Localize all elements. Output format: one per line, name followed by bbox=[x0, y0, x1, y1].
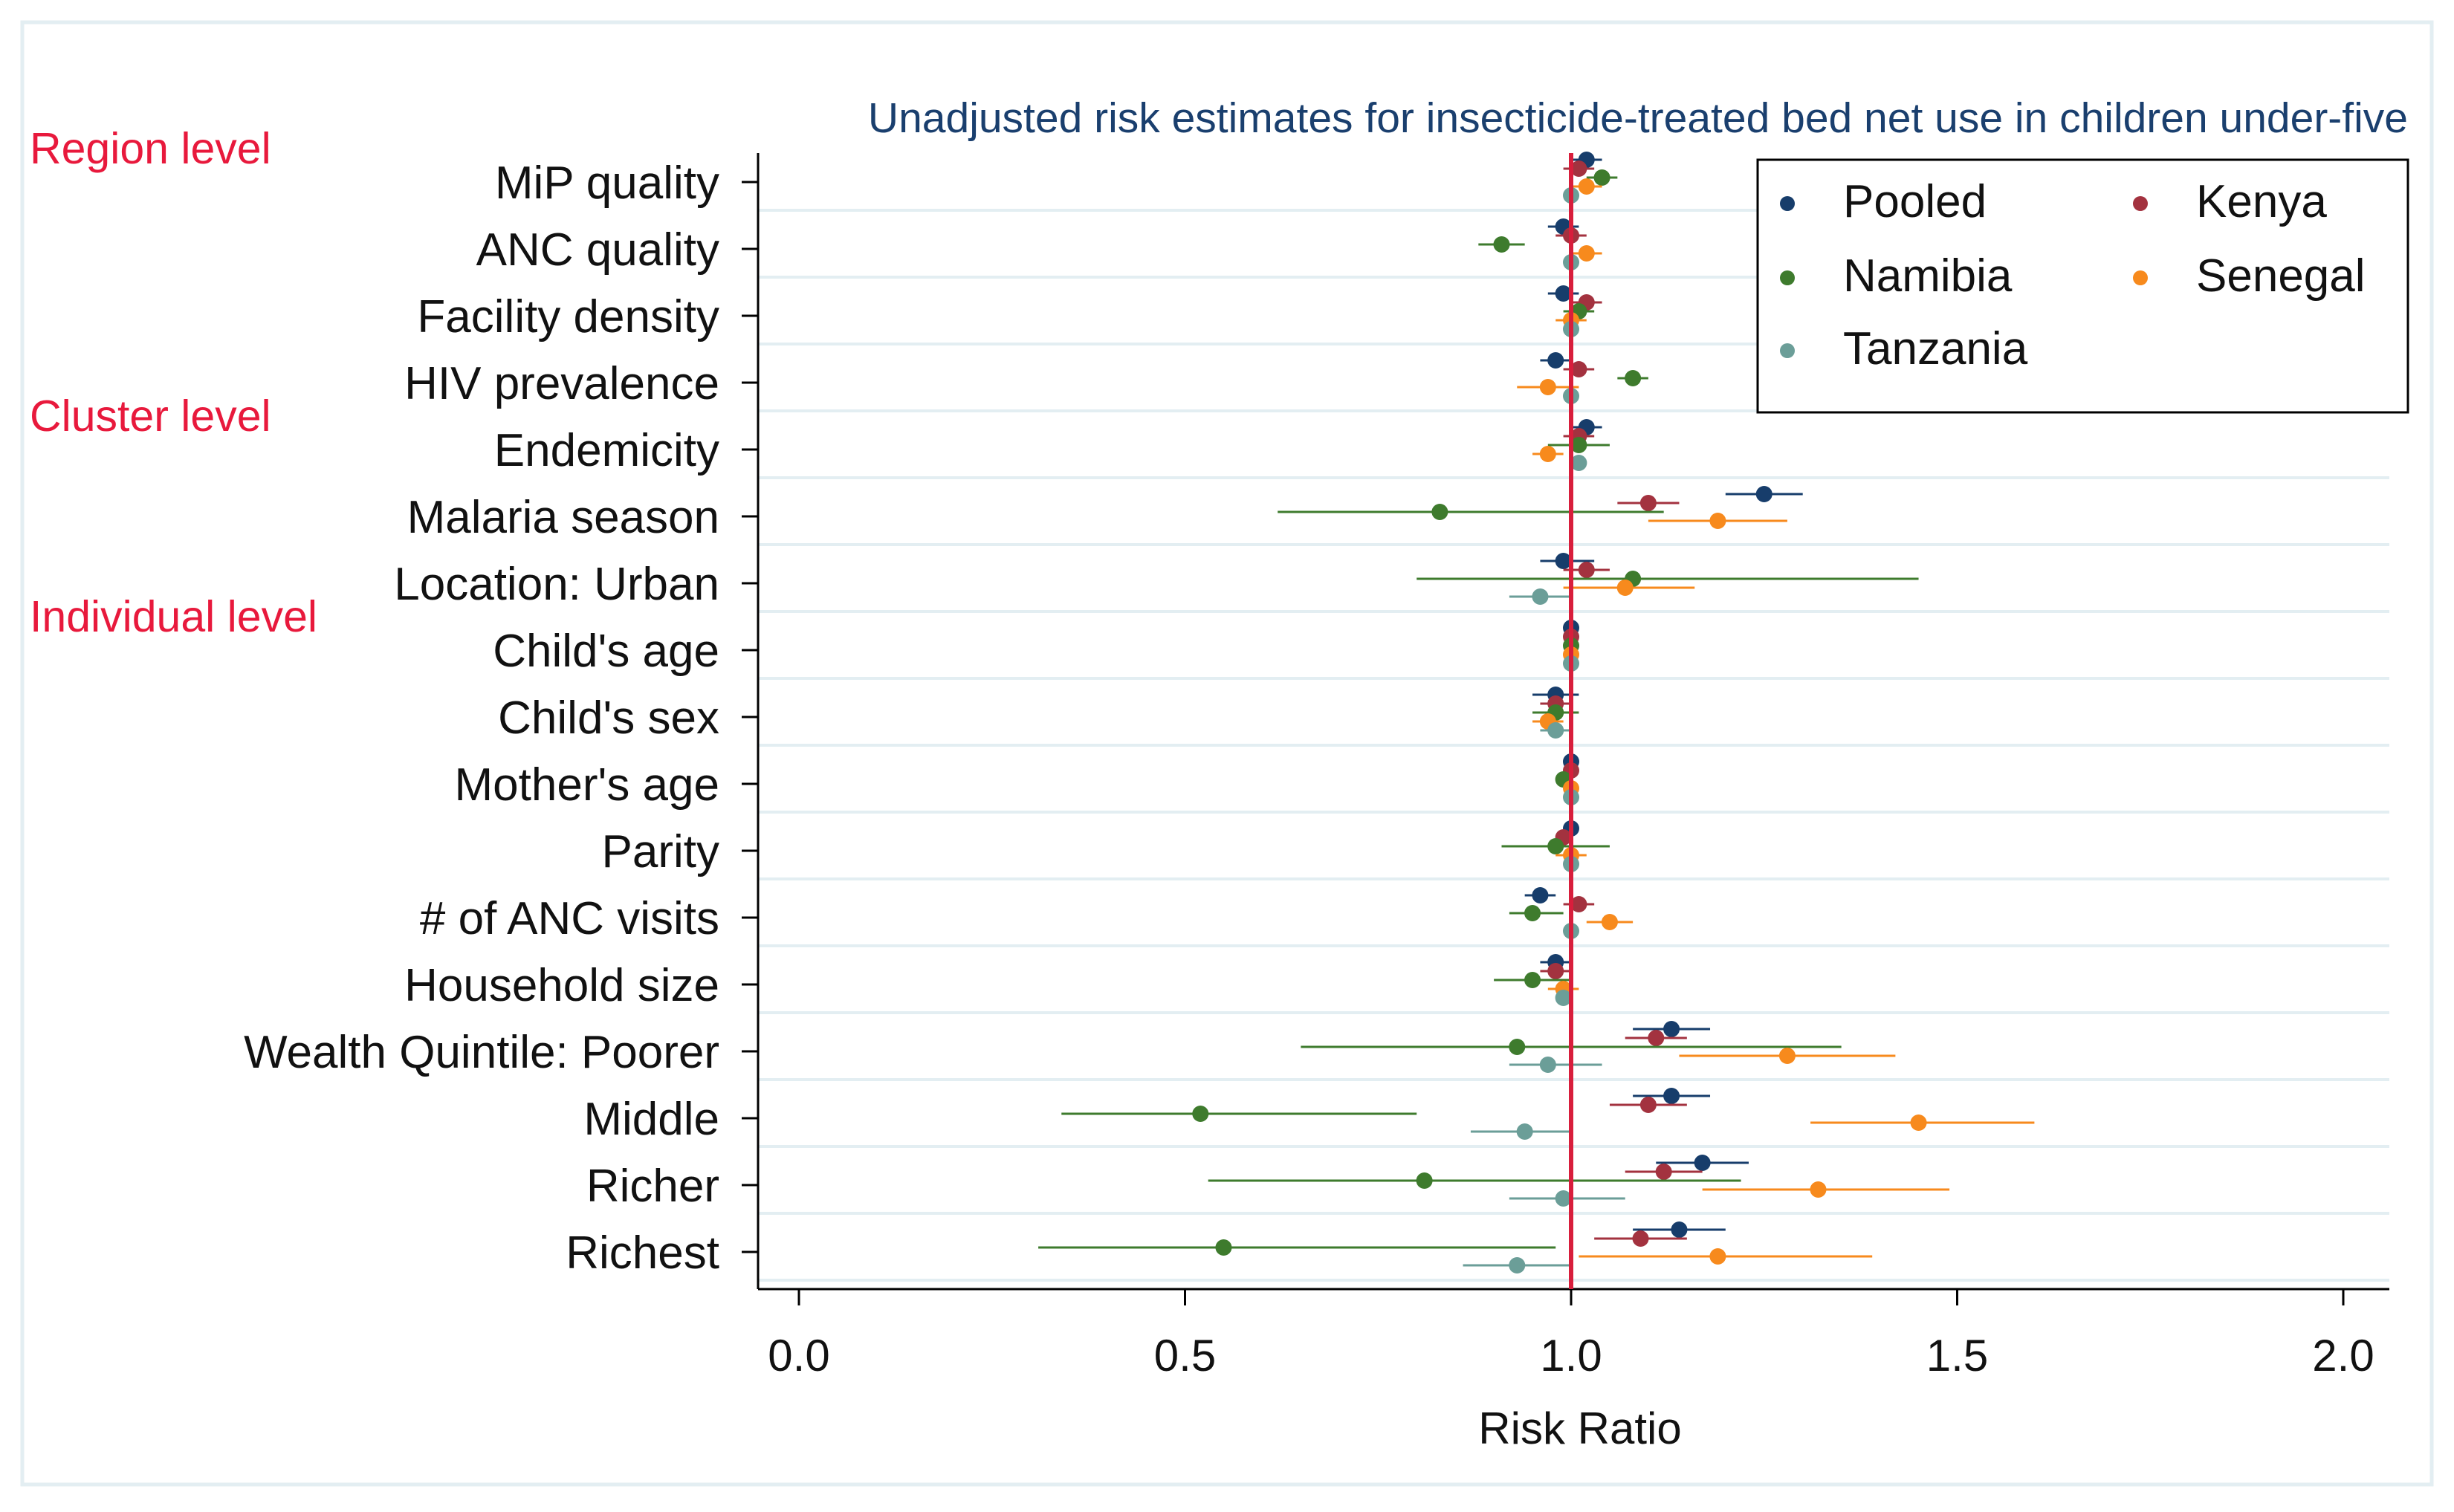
estimate-point bbox=[1431, 504, 1448, 520]
estimate-point bbox=[1625, 370, 1642, 386]
x-tick-label: 0.0 bbox=[768, 1331, 829, 1380]
legend-marker bbox=[2133, 196, 2148, 211]
section-label: Region level bbox=[30, 124, 271, 173]
axes bbox=[757, 153, 2389, 1291]
estimate-point bbox=[1570, 361, 1587, 377]
series-tanzania bbox=[1463, 187, 1625, 1273]
estimate-point bbox=[1671, 1221, 1688, 1238]
x-tick-label: 0.5 bbox=[1154, 1331, 1216, 1380]
x-tick-label: 1.5 bbox=[1926, 1331, 1988, 1380]
legend-label: Pooled bbox=[1843, 176, 1987, 227]
estimate-point bbox=[1524, 905, 1541, 921]
category-label: Endemicity bbox=[494, 425, 719, 476]
estimate-point bbox=[1539, 1057, 1556, 1073]
estimate-point bbox=[1539, 446, 1556, 462]
estimate-point bbox=[1524, 972, 1541, 988]
legend-label: Kenya bbox=[2196, 176, 2327, 227]
estimate-point bbox=[1810, 1181, 1827, 1198]
category-label: Wealth Quintile: Poorer bbox=[244, 1027, 719, 1078]
category-label: HIV prevalence bbox=[404, 358, 719, 409]
legend-marker bbox=[1780, 343, 1795, 358]
estimate-point bbox=[1555, 553, 1572, 569]
legend: Pooled Kenya Namibia Senegal Tanzania bbox=[1756, 158, 2409, 414]
estimate-point bbox=[1755, 486, 1772, 502]
estimate-point bbox=[1547, 352, 1564, 369]
series-namibia bbox=[1038, 169, 1919, 1256]
estimate-point bbox=[1778, 1048, 1796, 1064]
legend-label: Tanzania bbox=[1843, 323, 2028, 374]
category-label: Household size bbox=[404, 960, 719, 1011]
legend-label: Namibia bbox=[1843, 250, 2013, 302]
data-marks bbox=[1038, 152, 2035, 1273]
estimate-point bbox=[1663, 1021, 1680, 1037]
section-labels: Region level Cluster level Individual leve… bbox=[30, 124, 317, 641]
category-label: Location: Urban bbox=[394, 559, 719, 610]
estimate-point bbox=[1578, 245, 1595, 262]
estimate-point bbox=[1532, 887, 1549, 903]
estimate-point bbox=[1555, 1190, 1572, 1207]
estimate-point bbox=[1570, 896, 1587, 912]
estimate-point bbox=[1648, 1030, 1665, 1046]
estimate-point bbox=[1555, 285, 1572, 302]
estimate-point bbox=[1215, 1239, 1232, 1256]
estimate-point bbox=[1570, 437, 1587, 453]
category-label: MiP quality bbox=[495, 158, 719, 209]
estimate-point bbox=[1694, 1155, 1711, 1171]
category-label: Richest bbox=[566, 1227, 719, 1279]
estimate-point bbox=[1192, 1106, 1209, 1122]
estimate-point bbox=[1578, 562, 1595, 578]
estimate-point bbox=[1509, 1257, 1526, 1273]
estimate-point bbox=[1663, 1088, 1680, 1104]
estimate-point bbox=[1509, 1039, 1526, 1055]
section-label: Cluster level bbox=[30, 392, 271, 441]
category-label: ANC quality bbox=[476, 224, 719, 276]
estimate-point bbox=[1516, 1123, 1533, 1140]
estimate-point bbox=[1493, 236, 1510, 253]
legend-marker bbox=[1780, 270, 1795, 285]
estimate-point bbox=[1547, 722, 1564, 739]
x-axis-ticks: 0.0 0.5 1.0 1.5 2.0 bbox=[768, 1289, 2374, 1380]
legend-box bbox=[1756, 158, 2409, 414]
estimate-point bbox=[1639, 1097, 1657, 1113]
category-label: Middle bbox=[583, 1094, 719, 1145]
series-pooled bbox=[1524, 152, 1803, 1238]
x-axis-title: Risk Ratio bbox=[1478, 1404, 1681, 1453]
category-label: Child's sex bbox=[498, 692, 719, 744]
estimate-point bbox=[1547, 838, 1564, 854]
legend-label: Senegal bbox=[2196, 250, 2366, 302]
category-label: Child's age bbox=[493, 626, 719, 677]
estimate-point bbox=[1547, 963, 1564, 979]
estimate-point bbox=[1601, 914, 1618, 930]
estimate-point bbox=[1555, 990, 1572, 1006]
estimate-point bbox=[1639, 495, 1657, 511]
estimate-point bbox=[1570, 455, 1587, 471]
category-label: Richer bbox=[586, 1161, 719, 1212]
category-label: Parity bbox=[602, 826, 719, 877]
estimate-point bbox=[1593, 169, 1610, 186]
estimate-point bbox=[1910, 1114, 1927, 1131]
section-label: Individual level bbox=[30, 592, 317, 641]
estimate-point bbox=[1709, 1248, 1726, 1265]
estimate-point bbox=[1709, 513, 1726, 529]
legend-marker bbox=[1780, 196, 1795, 211]
estimate-point bbox=[1532, 588, 1549, 605]
x-tick-label: 2.0 bbox=[2312, 1331, 2374, 1380]
estimate-point bbox=[1632, 1230, 1649, 1247]
estimate-point bbox=[1570, 160, 1587, 177]
estimate-point bbox=[1578, 178, 1595, 195]
estimate-point bbox=[1616, 580, 1634, 596]
category-label: Facility density bbox=[417, 291, 719, 343]
estimate-point bbox=[1416, 1172, 1433, 1189]
estimate-point bbox=[1539, 379, 1556, 395]
estimate-point bbox=[1655, 1164, 1672, 1180]
legend-marker bbox=[2133, 270, 2148, 285]
y-axis-labels: MiP quality ANC quality Facility density HI… bbox=[244, 158, 758, 1279]
category-label: # of ANC visits bbox=[420, 893, 719, 944]
chart-title: Unadjusted risk estimates for insecticid… bbox=[868, 94, 2408, 142]
category-label: Malaria season bbox=[407, 492, 719, 543]
x-tick-label: 1.0 bbox=[1540, 1331, 1602, 1380]
category-label: Mother's age bbox=[455, 759, 719, 811]
